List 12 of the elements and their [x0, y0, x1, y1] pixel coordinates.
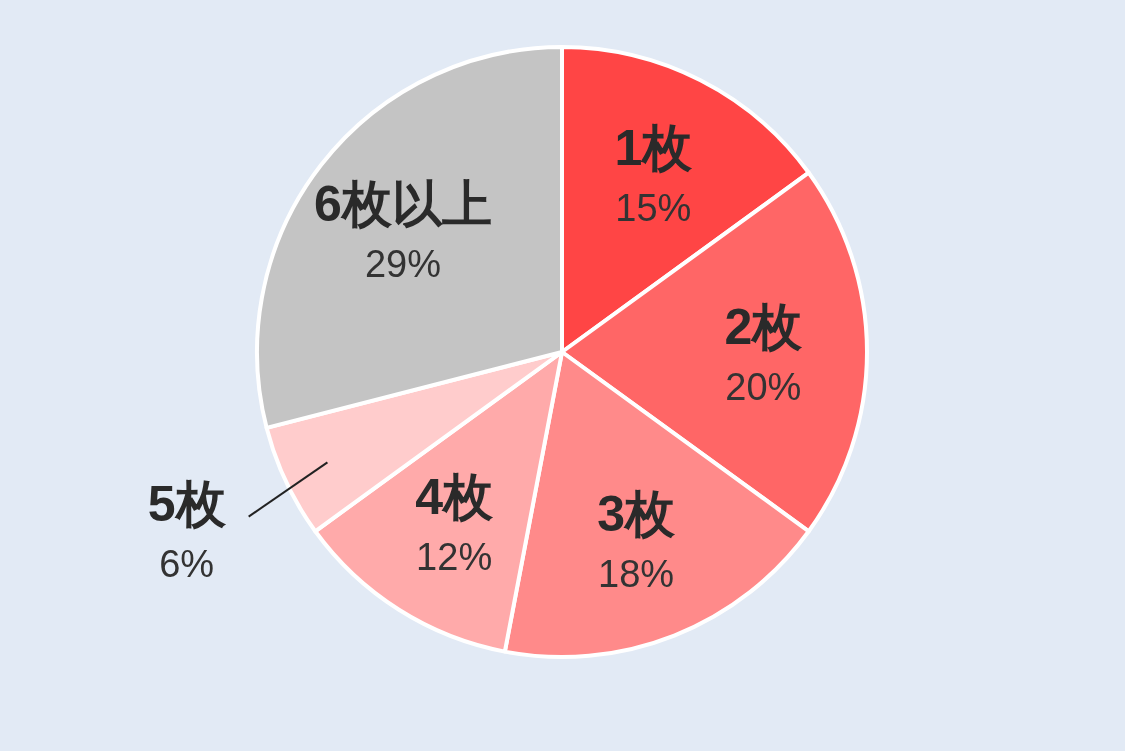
slice-label: 6枚以上 [314, 175, 492, 232]
slice-label: 3枚 [597, 486, 676, 543]
slice-label: 1枚 [614, 119, 694, 176]
slice-label: 4枚 [415, 468, 495, 525]
slice-label: 2枚 [724, 299, 804, 355]
slice-label: 5枚 [147, 475, 227, 532]
data-label: 29% [364, 242, 441, 285]
data-label: 15% [615, 186, 692, 229]
data-label: 20% [725, 366, 802, 408]
data-label: 6% [159, 542, 215, 585]
data-label: 18% [598, 553, 675, 596]
data-label: 12% [416, 535, 493, 578]
